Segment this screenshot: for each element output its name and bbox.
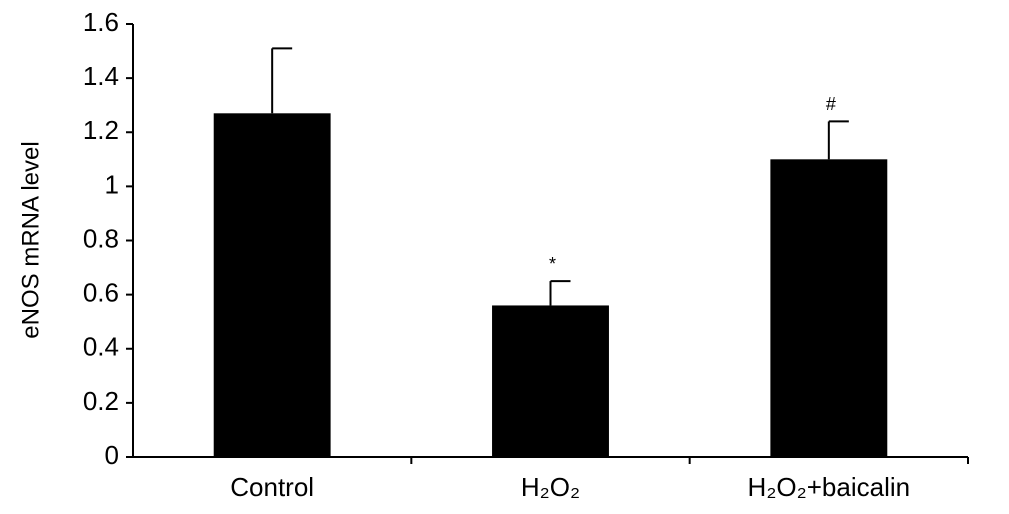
x-tick-label: H₂O₂: [521, 472, 580, 502]
y-axis-label: eNOS mRNA level: [17, 141, 44, 338]
y-tick-label: 0: [105, 440, 119, 470]
y-tick-label: 0.2: [83, 386, 119, 416]
x-tick-label: H₂O₂+baicalin: [748, 472, 911, 502]
y-tick-label: 1.2: [83, 115, 119, 145]
bar: [213, 113, 331, 458]
significance-label: *: [549, 254, 556, 274]
y-tick-label: 1: [105, 169, 119, 199]
significance-label: #: [826, 94, 836, 114]
x-tick-label: Control: [230, 472, 314, 502]
y-tick-label: 1.6: [83, 7, 119, 37]
y-tick-label: 0.4: [83, 332, 119, 362]
bar: [770, 159, 888, 457]
y-tick-label: 0.8: [83, 223, 119, 253]
y-tick-label: 0.6: [83, 278, 119, 308]
bar: [492, 305, 609, 457]
y-tick-label: 1.4: [83, 61, 119, 91]
